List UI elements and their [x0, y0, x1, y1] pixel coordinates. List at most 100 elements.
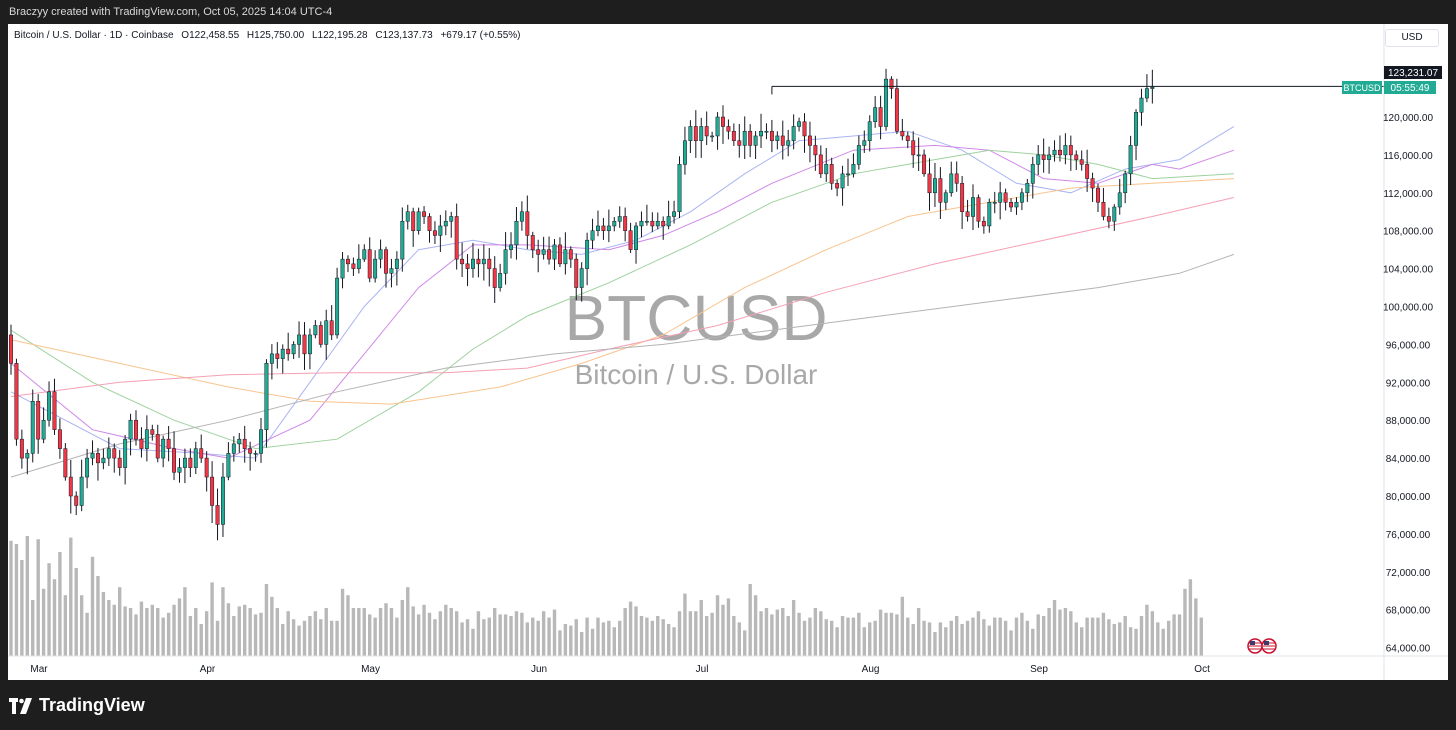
- candle-body: [1063, 145, 1068, 156]
- candle: [79, 459, 84, 512]
- candle-body: [128, 419, 133, 440]
- candle: [525, 195, 530, 250]
- candle: [112, 443, 117, 473]
- candle: [1025, 178, 1030, 202]
- price-chart[interactable]: BTCUSD Bitcoin / U.S. Dollar 120,000.001…: [8, 24, 1448, 680]
- volume-bar: [237, 606, 241, 656]
- candle-body: [155, 434, 160, 459]
- candle-body: [954, 173, 959, 184]
- volume-bar: [1145, 604, 1149, 656]
- candle: [63, 443, 68, 481]
- volume-bar: [183, 587, 187, 656]
- candle: [998, 181, 1003, 220]
- candle: [286, 332, 291, 361]
- candle: [210, 461, 215, 523]
- volume-bar: [416, 614, 421, 656]
- candle-body: [563, 249, 568, 265]
- candle: [74, 491, 79, 516]
- candle-body: [1019, 192, 1024, 203]
- price-labels: 123,231.07 BTCUSD 05:55:49: [1342, 66, 1442, 94]
- volume-bar: [340, 588, 345, 656]
- volume-bar: [25, 536, 30, 656]
- volume-bar: [824, 619, 828, 656]
- volume-bar: [166, 612, 171, 656]
- volume-bar: [998, 617, 1002, 656]
- currency-button[interactable]: USD: [1385, 29, 1439, 47]
- candle: [949, 161, 954, 197]
- countdown-label-bg: [1384, 81, 1436, 94]
- candle-body: [373, 258, 378, 279]
- candle: [204, 451, 209, 492]
- candle: [503, 232, 508, 285]
- symbol-name[interactable]: Bitcoin / U.S. Dollar · 1D · Coinbase: [14, 30, 174, 41]
- tradingview-logo[interactable]: TradingView: [9, 695, 145, 716]
- chart-credit: Braczyy created with TradingView.com, Oc…: [9, 6, 333, 18]
- candle: [1041, 138, 1046, 173]
- price-tick-label: 100,000.00: [1383, 303, 1433, 314]
- candle: [530, 231, 535, 259]
- time-axis[interactable]: Mar Apr May Jun Jul Aug Sep Oct: [8, 655, 1448, 675]
- candle-body: [199, 448, 204, 459]
- ticker-tag: BTCUSD: [1343, 83, 1381, 93]
- candle: [519, 201, 524, 231]
- volume-bar: [101, 592, 106, 656]
- volume-bar: [509, 616, 513, 656]
- volume-bar: [813, 608, 818, 656]
- volume-bar: [1101, 612, 1106, 656]
- candle-body: [454, 216, 459, 260]
- candle-body: [269, 353, 274, 364]
- chart-panel[interactable]: BTCUSD Bitcoin / U.S. Dollar 120,000.00 1…: [8, 24, 1448, 680]
- volume-bar: [868, 622, 872, 656]
- time-tick-label: Jul: [696, 664, 709, 675]
- change-value: +679.17 (+0.55%): [440, 30, 521, 41]
- candle: [585, 232, 590, 286]
- volume-bar: [145, 608, 149, 656]
- candle-body: [1068, 145, 1073, 156]
- candle: [780, 120, 785, 160]
- candle: [1047, 146, 1052, 174]
- candle-body: [1009, 202, 1013, 208]
- volume-bar: [851, 617, 856, 656]
- level-value-label: 123,231.07: [1388, 68, 1438, 79]
- candle-body: [666, 216, 671, 227]
- volume-bars: [9, 536, 1203, 656]
- flag-icons: [1247, 638, 1277, 654]
- price-axis[interactable]: 120,000.00 116,000.00 112,000.00 108,000.00…: [1383, 24, 1433, 680]
- candle-body: [786, 140, 791, 146]
- candle-body: [411, 211, 416, 231]
- candle-body: [465, 263, 470, 269]
- price-tick-label: 64,000.00: [1386, 644, 1431, 655]
- candle: [1036, 145, 1041, 176]
- candle-body: [759, 130, 763, 137]
- symbol-legend[interactable]: Bitcoin / U.S. Dollar · 1D · Coinbase O1…: [14, 30, 526, 41]
- candle: [134, 410, 138, 446]
- volume-bar: [357, 608, 361, 656]
- volume-bar: [47, 563, 51, 656]
- volume-bar: [770, 614, 774, 656]
- volume-bar: [14, 544, 19, 656]
- candle: [884, 68, 888, 131]
- volume-bar: [134, 614, 138, 656]
- price-tick-label: 68,000.00: [1386, 606, 1431, 617]
- candle: [943, 189, 948, 210]
- candle-body: [748, 130, 753, 146]
- horizontal-level[interactable]: [771, 85, 1384, 95]
- candle: [101, 448, 106, 470]
- candlesticks[interactable]: [9, 68, 1155, 541]
- candle: [411, 207, 416, 247]
- candle-body: [57, 429, 62, 449]
- candle: [731, 123, 736, 146]
- volume-bar: [161, 617, 165, 656]
- candle: [237, 433, 242, 453]
- candle: [900, 118, 905, 141]
- candle: [1112, 204, 1117, 231]
- candle-body: [726, 126, 731, 132]
- candle: [264, 359, 269, 448]
- volume-bar: [384, 603, 388, 656]
- price-tick-label: 76,000.00: [1386, 530, 1431, 541]
- volume-bar: [58, 552, 62, 656]
- candle: [96, 447, 100, 481]
- volume-bar: [683, 593, 687, 656]
- candle: [47, 381, 51, 427]
- volume-bar: [1139, 616, 1144, 656]
